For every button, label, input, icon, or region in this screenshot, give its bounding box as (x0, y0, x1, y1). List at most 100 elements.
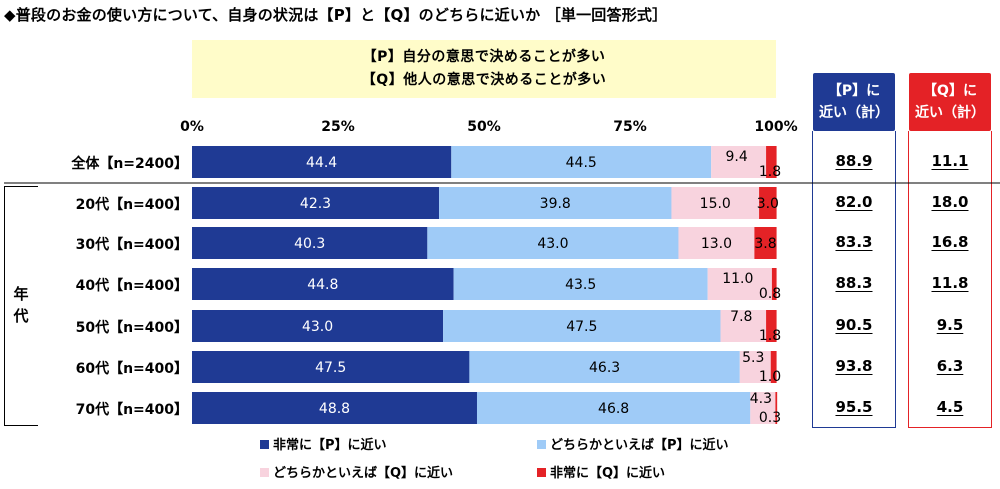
row-label: 50代【n=400】 (75, 320, 188, 336)
legend-somewhat-p-label: どちらかといえば【P】に近い (550, 438, 729, 453)
bar-segment-somewhat-q (671, 187, 760, 219)
bar-segment-very-q (766, 310, 777, 342)
legend-very-p-swatch (260, 440, 269, 449)
x-tick-label: 75% (613, 119, 647, 135)
age-group-bracket (4, 186, 38, 426)
x-tick-label: 50% (467, 119, 501, 135)
x-tick-label: 25% (321, 119, 355, 135)
data-label-somewhat-q: 9.4 (725, 149, 747, 165)
bar-segment-somewhat-p (427, 227, 679, 259)
q-total-value: 16.8 (931, 233, 969, 251)
data-label-somewhat-p: 43.5 (565, 277, 596, 293)
p-total-header-line1: 【P】に (827, 83, 881, 99)
q-total-header-line2: 近い（計） (915, 105, 985, 121)
row-label: 40代【n=400】 (75, 278, 188, 294)
p-total-header-line2: 近い（計） (819, 105, 889, 121)
bar-segment-very-q (775, 392, 778, 424)
data-label-somewhat-q: 5.3 (742, 350, 764, 366)
legend-very-q-swatch (537, 468, 546, 477)
bar-segment-somewhat-q (678, 227, 755, 259)
q-total-value: 4.5 (936, 398, 964, 416)
p-total-value: 88.3 (835, 274, 873, 292)
q-total-value: 11.1 (931, 152, 969, 170)
p-total-value: 95.5 (835, 398, 873, 416)
data-label-very-q: 0.3 (759, 410, 781, 426)
bar-segment-very-p (192, 351, 470, 383)
row-label: 20代【n=400】 (75, 197, 188, 213)
q-total-value: 18.0 (931, 193, 969, 211)
bar-segment-very-p (192, 392, 477, 424)
bar-segment-somewhat-p (451, 146, 712, 178)
age-group-label: 年代 (4, 283, 38, 327)
q-total-value: 6.3 (936, 357, 964, 375)
bar-segment-somewhat-p (476, 392, 751, 424)
legend-somewhat-p-swatch (537, 440, 546, 449)
data-label-very-p: 47.5 (315, 360, 346, 376)
p-total-header: 【P】に 近い（計） (813, 73, 895, 131)
data-label-somewhat-q: 11.0 (722, 271, 753, 287)
p-total-value: 82.0 (835, 193, 873, 211)
data-label-very-q: 0.8 (759, 286, 781, 302)
legend-somewhat-p: どちらかといえば【P】に近い (537, 434, 729, 453)
bar-segment-very-p (192, 146, 452, 178)
data-label-somewhat-p: 44.5 (566, 155, 597, 171)
x-tick-label: 0% (180, 119, 204, 135)
bar-segment-somewhat-q (720, 310, 767, 342)
p-total-column (812, 131, 896, 428)
data-label-very-q: 3.0 (757, 196, 779, 212)
bar-segment-very-q (759, 187, 777, 219)
data-label-somewhat-q: 4.3 (750, 391, 772, 407)
legend-very-q: 非常に【Q】に近い (537, 462, 665, 481)
bar-segment-somewhat-q (739, 351, 771, 383)
p-total-value: 90.5 (835, 316, 873, 334)
data-label-somewhat-q: 7.8 (730, 309, 752, 325)
p-total-value: 83.3 (835, 233, 873, 251)
bar-segment-somewhat-q (711, 146, 767, 178)
x-tick-label: 100% (754, 119, 797, 135)
data-label-very-p: 40.3 (294, 236, 325, 252)
data-label-very-p: 44.8 (307, 277, 338, 293)
data-label-very-q: 3.8 (754, 236, 776, 252)
data-label-very-p: 44.4 (306, 155, 337, 171)
bar-segment-somewhat-p (469, 351, 740, 383)
q-total-column (908, 131, 992, 428)
legend-very-p: 非常に【P】に近い (260, 434, 387, 453)
q-total-value: 11.8 (931, 274, 969, 292)
legend-somewhat-q-label: どちらかといえば【Q】に近い (273, 466, 454, 481)
legend-p-definition: 【P】自分の意思で決めることが多い (362, 49, 606, 65)
row-label: 30代【n=400】 (75, 237, 188, 253)
q-total-header-line1: 【Q】に (923, 83, 977, 99)
data-label-very-p: 42.3 (300, 196, 331, 212)
bar-segment-somewhat-q (707, 268, 772, 300)
bar-segment-very-q (754, 227, 777, 259)
row-label: 60代【n=400】 (75, 361, 188, 377)
bar-segment-very-q (771, 268, 777, 300)
legend-very-p-label: 非常に【P】に近い (273, 438, 387, 453)
legend-q-definition: 【Q】他人の意思で決めることが多い (361, 72, 607, 88)
q-total-value: 9.5 (936, 316, 964, 334)
bar-segment-somewhat-p (439, 187, 672, 219)
p-total-value: 88.9 (835, 152, 873, 170)
row-label: 70代【n=400】 (75, 402, 188, 418)
question-legend-box: 【P】自分の意思で決めることが多い 【Q】他人の意思で決めることが多い (192, 40, 776, 98)
data-label-somewhat-p: 47.5 (566, 319, 597, 335)
bar-segment-somewhat-q (750, 392, 776, 424)
data-label-somewhat-p: 46.3 (589, 360, 620, 376)
bar-segment-somewhat-p (453, 268, 708, 300)
q-total-header: 【Q】に 近い（計） (909, 73, 991, 131)
bar-segment-very-p (192, 310, 444, 342)
data-label-very-q: 1.8 (759, 164, 781, 180)
data-label-somewhat-p: 43.0 (537, 236, 568, 252)
data-label-somewhat-p: 46.8 (598, 401, 629, 417)
data-label-very-q: 1.0 (759, 369, 781, 385)
bar-segment-very-p (192, 227, 428, 259)
chart-title: ◆普段のお金の使い方について、自身の状況は【P】と【Q】のどちらに近いか ［単一… (4, 6, 668, 24)
row-label: 全体【n=2400】 (71, 156, 188, 172)
data-label-somewhat-p: 39.8 (540, 196, 571, 212)
data-label-very-q: 1.8 (759, 328, 781, 344)
age-group-label-text: 年代 (13, 285, 29, 325)
data-label-very-p: 48.8 (319, 401, 350, 417)
bar-segment-very-q (766, 146, 777, 178)
bar-segment-very-q (770, 351, 777, 383)
